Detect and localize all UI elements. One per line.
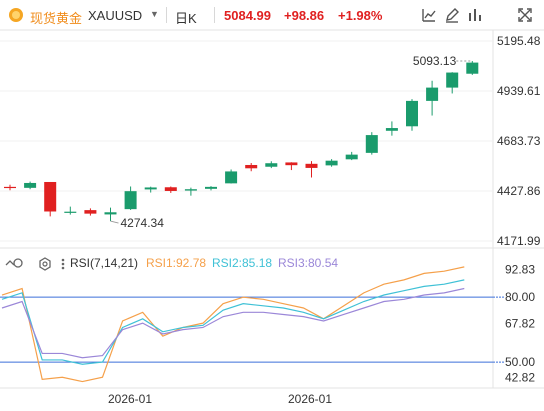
candle[interactable] <box>124 186 137 210</box>
candle[interactable] <box>144 186 157 193</box>
draw-pen-icon[interactable] <box>443 6 461 24</box>
rsi-tick-label: 80.00 <box>505 290 535 304</box>
candle[interactable] <box>446 72 459 94</box>
price-tick-label: 4171.99 <box>497 234 541 248</box>
price-tick-label: 4427.86 <box>497 184 541 198</box>
candle[interactable] <box>245 163 258 172</box>
rsi2-value: RSI2:85.18 <box>212 256 273 270</box>
date-tick-label: 2026-01 <box>288 392 332 406</box>
price-tick-label: 4683.73 <box>497 134 541 148</box>
symbol-name[interactable]: 现货黄金 <box>30 11 83 26</box>
divider <box>166 7 167 23</box>
candle[interactable] <box>285 162 298 171</box>
rsi-line-rsi3 <box>1 287 465 359</box>
date-tick-label: 2026-01 <box>108 392 152 406</box>
last-price: 5084.99 <box>224 8 271 23</box>
symbol-dropdown-icon[interactable]: ▼ <box>150 9 159 19</box>
axis-labels: 5195.48 4939.61 4683.73 4427.86 4171.99 5093.… <box>108 34 541 406</box>
rsi-tick-label: 67.82 <box>505 317 535 331</box>
candle[interactable] <box>406 99 418 131</box>
candle[interactable] <box>385 121 398 136</box>
rsi-series <box>0 266 493 383</box>
candle[interactable] <box>365 132 378 155</box>
candle[interactable] <box>164 186 177 193</box>
symbol-code[interactable]: XAUUSD <box>88 8 143 23</box>
price-tick-label: 4939.61 <box>497 84 541 98</box>
gold-logo-icon <box>9 8 23 22</box>
toolbar: 现货黄金 XAUUSD ▼ 日K 5084.99 +98.86 +1.98% <box>0 0 544 30</box>
price-change: +98.86 <box>284 8 325 23</box>
candle[interactable] <box>24 181 37 190</box>
candle[interactable] <box>44 181 57 217</box>
rsi-tick-label: 42.82 <box>505 371 535 385</box>
period-selector[interactable]: 日K <box>175 11 197 26</box>
candlestick-series <box>4 61 479 222</box>
candle[interactable] <box>84 208 97 216</box>
fullscreen-icon[interactable] <box>516 6 534 24</box>
candle[interactable] <box>4 184 16 191</box>
line-chart-icon[interactable] <box>420 6 438 24</box>
rsi-line-rsi1 <box>1 266 465 383</box>
candle[interactable] <box>426 80 439 116</box>
candle[interactable] <box>104 207 117 222</box>
high-annotation: 5093.13 <box>413 54 457 68</box>
low-marker-line <box>110 220 119 224</box>
candle[interactable] <box>225 169 238 184</box>
price-change-percent: +1.98% <box>338 8 383 23</box>
rsi3-value: RSI3:80.54 <box>278 256 339 270</box>
rsi-line-rsi2 <box>1 279 465 365</box>
grid-lines <box>0 29 544 389</box>
indicator-icon[interactable] <box>466 6 484 24</box>
price-tick-label: 5195.48 <box>497 34 541 48</box>
candle[interactable] <box>466 61 479 75</box>
settings-icon[interactable] <box>38 257 52 271</box>
candle[interactable] <box>345 151 358 161</box>
candle[interactable] <box>205 186 217 191</box>
candle[interactable] <box>184 187 197 196</box>
rsi-collapse-icon[interactable] <box>4 256 34 273</box>
low-annotation: 4274.34 <box>121 216 165 230</box>
candle[interactable] <box>325 159 338 167</box>
rsi-tick-label: 92.83 <box>505 262 535 276</box>
candle[interactable] <box>305 161 318 178</box>
candle[interactable] <box>265 161 278 169</box>
rsi-indicator-name[interactable]: RSI(7,14,21) <box>70 256 139 270</box>
divider <box>214 7 215 23</box>
rsi-tick-label: 50.00 <box>505 355 535 369</box>
candle[interactable] <box>64 206 77 215</box>
rsi1-value: RSI1:92.78 <box>146 256 207 270</box>
more-icon[interactable] <box>57 257 69 271</box>
